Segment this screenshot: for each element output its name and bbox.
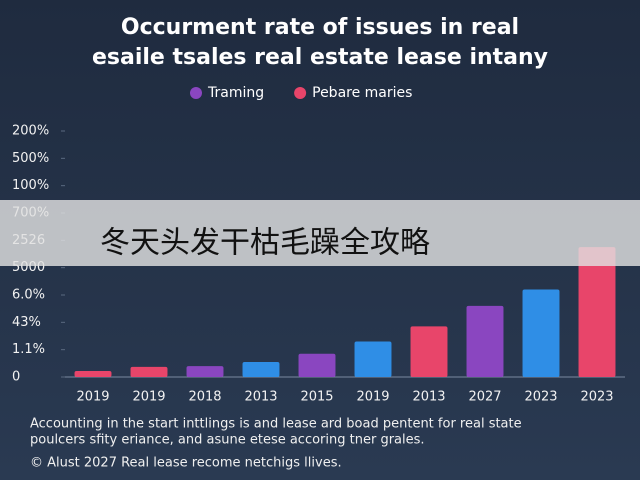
bar bbox=[354, 341, 392, 377]
chart-subtitle: esaile tsales real estate lease intany bbox=[92, 45, 548, 70]
y-tick-label: 0 bbox=[12, 370, 20, 385]
legend-swatch bbox=[190, 87, 202, 99]
bar bbox=[186, 366, 224, 377]
chart-title: Occurment rate of issues in real bbox=[121, 15, 519, 40]
x-tick-label: 2018 bbox=[188, 390, 221, 405]
banner-background bbox=[0, 200, 640, 266]
bar bbox=[578, 247, 616, 377]
bar bbox=[130, 366, 168, 377]
x-tick-label: 2019 bbox=[132, 390, 165, 405]
x-tick-label: 2023 bbox=[524, 390, 557, 405]
y-tick-label: 43% bbox=[12, 315, 41, 330]
note: Accounting in the start inttlings is and… bbox=[30, 417, 522, 432]
x-tick-label: 2013 bbox=[244, 390, 277, 405]
x-tick-label: 2027 bbox=[468, 390, 501, 405]
legend-label: Pebare maries bbox=[312, 85, 412, 101]
bar bbox=[298, 353, 336, 377]
bar bbox=[522, 289, 560, 377]
source: © Alust 2027 Real lease recome netchigs … bbox=[30, 456, 342, 471]
y-tick-label: 100% bbox=[12, 178, 49, 193]
x-tick-label: 2015 bbox=[300, 390, 333, 405]
x-tick-label: 2013 bbox=[412, 390, 445, 405]
y-tick-label: 6.0% bbox=[12, 288, 45, 303]
bar bbox=[466, 305, 504, 377]
legend-label: Traming bbox=[207, 85, 264, 101]
bar bbox=[242, 361, 280, 377]
y-tick-label: 1.1% bbox=[12, 342, 45, 357]
x-tick-label: 2023 bbox=[580, 390, 613, 405]
x-tick-label: 2019 bbox=[356, 390, 389, 405]
note: poulcers sfity eriance, and asune etese … bbox=[30, 433, 425, 448]
y-tick-label: 200% bbox=[12, 124, 49, 139]
x-tick-label: 2019 bbox=[76, 390, 109, 405]
bar bbox=[410, 326, 448, 377]
legend-swatch bbox=[294, 87, 307, 99]
banner-text: 冬天头发干枯毛躁全攻略 bbox=[100, 226, 430, 261]
bar bbox=[74, 370, 112, 377]
y-tick-label: 500% bbox=[12, 151, 49, 166]
